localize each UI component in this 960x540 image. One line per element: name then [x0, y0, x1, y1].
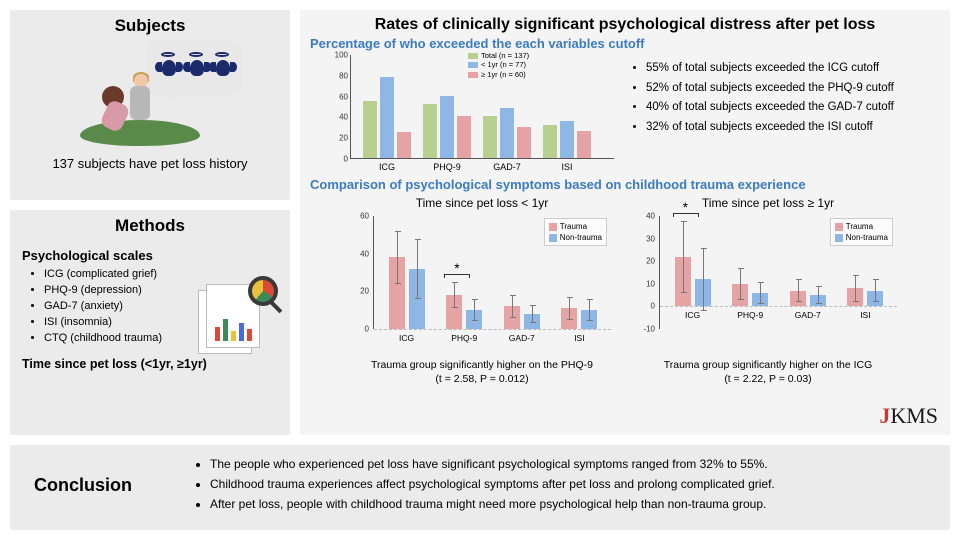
logo-text: KMS	[890, 403, 938, 428]
list-item: 40% of total subjects exceeded the GAD-7…	[646, 98, 894, 118]
trauma-chart-ge1yr: Time since pet loss ≥ 1yr ICGPHQ-9GAD-7I…	[633, 196, 903, 386]
main-title: Rates of clinically significant psycholo…	[300, 10, 950, 36]
methods-title: Methods	[10, 210, 290, 236]
subjects-panel: Subjects 137 subjects have pet loss hist…	[10, 10, 290, 200]
list-item: 55% of total subjects exceeded the ICG c…	[646, 59, 894, 79]
list-item: The people who experienced pet loss have…	[210, 455, 950, 475]
main-panel: Rates of clinically significant psycholo…	[300, 10, 950, 435]
subjects-title: Subjects	[10, 10, 290, 36]
methods-scales-heading: Psychological scales	[22, 248, 278, 263]
list-item: ICG (complicated grief)	[44, 267, 278, 283]
chart2a-caption: Trauma group significantly higher on the…	[347, 359, 617, 386]
list-item: After pet loss, people with childhood tr…	[210, 495, 950, 515]
methods-time-heading: Time since pet loss (<1yr, ≥1yr)	[22, 357, 278, 371]
subjects-caption: 137 subjects have pet loss history	[10, 156, 290, 171]
subjects-illustration	[50, 40, 250, 150]
trauma-chart-lt1yr: Time since pet loss < 1yr ICGPHQ-9GAD-7I…	[347, 196, 617, 386]
chart1-legend: Total (n = 137)< 1yr (n = 77)≥ 1yr (n = …	[468, 51, 529, 79]
cutoff-bar-chart: ICGPHQ-9GAD-7ISI Total (n = 137)< 1yr (n…	[328, 53, 618, 173]
conclusion-title: Conclusion	[34, 475, 132, 496]
conclusion-panel: Conclusion The people who experienced pe…	[10, 445, 950, 530]
chart2b-caption: Trauma group significantly higher on the…	[633, 359, 903, 386]
list-item: 32% of total subjects exceeded the ISI c…	[646, 118, 894, 138]
chart1-title: Percentage of who exceeded the each vari…	[300, 36, 950, 51]
list-item: 52% of total subjects exceeded the PHQ-9…	[646, 79, 894, 99]
jkms-logo: JKMS	[879, 403, 938, 429]
cutoff-bullets: 55% of total subjects exceeded the ICG c…	[646, 51, 894, 137]
chart2-title: Comparison of psychological symptoms bas…	[300, 177, 950, 192]
chart2b-title: Time since pet loss ≥ 1yr	[633, 196, 903, 210]
methods-panel: Methods Psychological scales ICG (compli…	[10, 210, 290, 435]
methods-chart-icon	[198, 282, 272, 356]
conclusion-list: The people who experienced pet loss have…	[210, 445, 950, 514]
list-item: Childhood trauma experiences affect psyc…	[210, 475, 950, 495]
chart2a-title: Time since pet loss < 1yr	[347, 196, 617, 210]
